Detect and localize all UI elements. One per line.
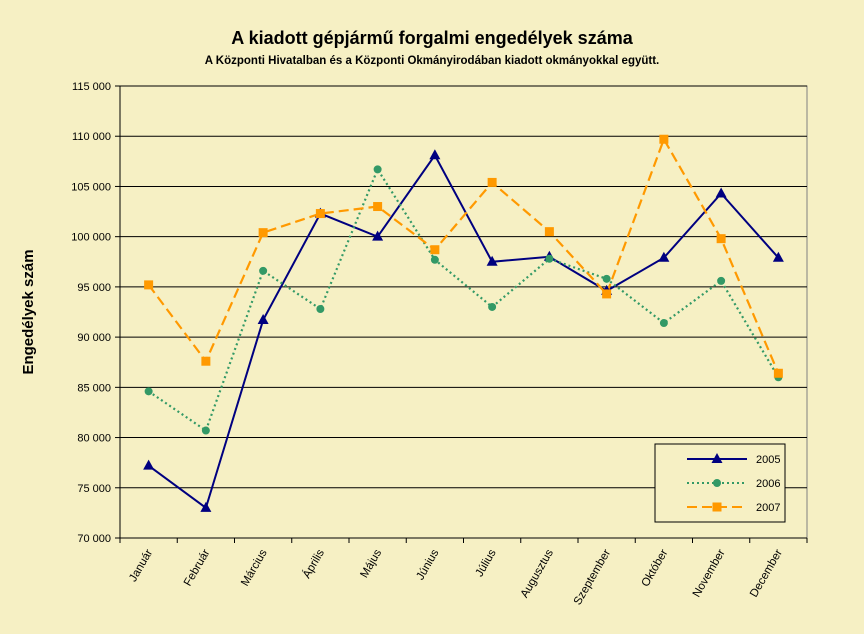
data-point-2006 <box>717 276 726 285</box>
y-tick-label: 110 000 <box>72 131 111 143</box>
data-point-2005 <box>658 251 670 262</box>
x-tick-label: Szeptember <box>572 547 613 607</box>
data-point-2005 <box>429 149 441 160</box>
y-axis-label: Engedélyek szám <box>20 249 37 374</box>
x-tick-label: Február <box>182 547 213 588</box>
data-point-2006 <box>201 426 210 435</box>
data-point-2006 <box>259 266 268 275</box>
y-tick-label: 70 000 <box>77 533 111 545</box>
series-line-2007 <box>147 136 780 374</box>
data-point-2007 <box>659 134 669 144</box>
data-point-2006 <box>545 254 554 263</box>
series-line-2005 <box>148 153 780 510</box>
data-point-2007 <box>773 368 783 378</box>
y-tick-label: 95 000 <box>77 282 111 294</box>
data-point-2005 <box>143 459 155 470</box>
data-point-2007 <box>602 289 612 299</box>
data-point-2007 <box>544 227 554 237</box>
legend-marker <box>711 453 723 463</box>
x-tick-label: Október <box>640 547 671 589</box>
chart-subtitle: A Központi Hivatalban és a Központi Okmá… <box>205 55 660 67</box>
data-point-2005 <box>715 187 727 198</box>
x-tick-label: December <box>748 547 785 599</box>
x-tick-label: Május <box>358 547 384 580</box>
data-point-2007 <box>315 209 325 219</box>
data-point-2007 <box>487 177 497 187</box>
data-point-2007 <box>716 234 726 244</box>
x-tick-label: Április <box>300 547 327 581</box>
data-point-2007 <box>144 280 154 290</box>
y-tick-label: 75 000 <box>77 483 111 495</box>
x-tick-label: Július <box>474 547 499 579</box>
data-point-2005 <box>486 255 498 266</box>
data-point-2006 <box>316 304 325 313</box>
data-point-2005 <box>772 251 784 262</box>
x-tick-label: Augusztus <box>519 547 556 600</box>
data-point-2007 <box>373 202 383 212</box>
data-point-2005 <box>257 314 269 325</box>
data-point-2007 <box>430 245 440 255</box>
data-point-2006 <box>144 387 153 396</box>
y-tick-label: 90 000 <box>77 332 111 344</box>
x-tick-label: Március <box>239 547 270 588</box>
data-point-2007 <box>258 228 268 238</box>
y-tick-label: 85 000 <box>77 382 111 394</box>
data-point-2006 <box>373 165 382 174</box>
legend-marker <box>713 479 721 487</box>
legend-marker <box>712 502 722 512</box>
data-point-2006 <box>430 255 439 264</box>
x-tick-label: November <box>691 547 728 599</box>
chart-title: A kiadott gépjármű forgalmi engedélyek s… <box>231 28 633 48</box>
data-point-2007 <box>201 356 211 366</box>
data-point-2005 <box>372 230 384 241</box>
legend-label: 2005 <box>756 454 780 466</box>
y-tick-label: 115 000 <box>72 81 111 93</box>
y-tick-label: 105 000 <box>71 181 111 193</box>
data-point-2006 <box>659 319 668 328</box>
x-tick-label: Június <box>414 547 441 582</box>
data-point-2006 <box>602 274 611 283</box>
data-point-2006 <box>488 302 497 311</box>
series-line-2006 <box>148 166 780 433</box>
legend-label: 2006 <box>756 478 780 490</box>
legend-label: 2007 <box>756 502 780 514</box>
x-tick-label: Január <box>127 547 155 584</box>
y-tick-label: 80 000 <box>77 433 111 445</box>
data-point-2005 <box>200 501 212 512</box>
y-tick-label: 100 000 <box>71 232 111 244</box>
